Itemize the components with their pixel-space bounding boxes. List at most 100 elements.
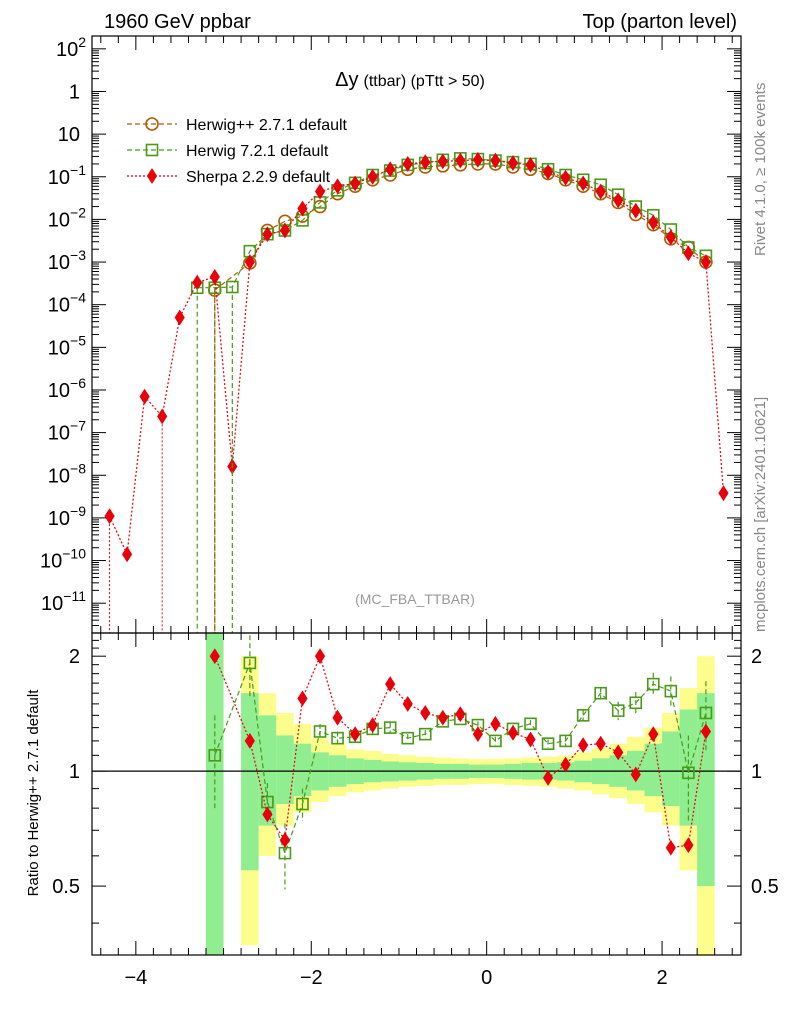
data-point-s2-0	[104, 508, 115, 525]
ratio-point-s2-27	[700, 723, 712, 740]
y-tick-base: 10	[48, 423, 70, 445]
y-tick-label: 10−6	[48, 375, 86, 402]
y-tick-exponent: −8	[70, 460, 86, 476]
ratio-point-s1-24	[646, 677, 660, 691]
ratio-point-s2-25	[665, 839, 676, 856]
band-green-bin	[241, 693, 259, 871]
y-tick-base: 10	[48, 465, 70, 487]
data-point-s2-9	[262, 226, 273, 243]
y-tick-exponent: −10	[62, 546, 86, 562]
ratio-point-s1-0	[208, 749, 222, 762]
data-point-s2-15	[367, 168, 378, 185]
y-tick-base: 10	[48, 508, 70, 530]
band-green-bin	[697, 693, 715, 887]
y-tick-base: 10	[48, 209, 70, 231]
ratio-point-s2-16	[507, 724, 519, 741]
data-point-s2-2	[139, 388, 150, 405]
ratio-point-s2-4	[297, 690, 308, 707]
y-tick-label: 1	[69, 81, 80, 103]
legend-label-0: Herwig++ 2.7.1 default	[186, 117, 348, 134]
legend-marker-2	[146, 168, 158, 184]
rivet-version-label: Rivet 4.1.0, ≥ 100k events	[752, 83, 769, 256]
data-point-s2-31	[648, 214, 659, 231]
series-line-0	[214, 163, 707, 291]
y-tick-base: 10	[40, 551, 62, 573]
y-tick-label: 10−4	[48, 290, 86, 317]
data-point-s2-13	[332, 178, 343, 195]
band-green-bin	[662, 731, 680, 807]
ratio-tick-label-left: 0.5	[52, 876, 80, 898]
y-tick-base: 10	[56, 39, 78, 61]
ratio-ylabel: Ratio to Herwig++ 2.7.1 default	[25, 689, 42, 897]
ratio-point-s2-15	[490, 715, 501, 732]
ratio-point-s2-22	[613, 744, 624, 761]
watermark-label: (MC_FBA_TTBAR)	[355, 591, 475, 607]
header-left-label: 1960 GeV ppbar	[104, 11, 251, 33]
ratio-line-1	[214, 662, 707, 855]
y-tick-exponent: −1	[70, 162, 86, 178]
data-point-s2-12	[314, 183, 326, 200]
ratio-point-s1-6	[331, 731, 344, 745]
ratio-point-s1-18	[541, 737, 555, 750]
chart-title: Δy (ttbar) (pTtt > 50)	[335, 69, 485, 91]
ratio-point-s2-7	[350, 726, 361, 743]
data-point-s2-11	[297, 200, 308, 217]
ratio-tick-label-left: 1	[69, 761, 80, 783]
ratio-point-s1-22	[611, 704, 625, 717]
y-tick-label: 10−2	[48, 204, 86, 231]
ratio-point-s2-0	[209, 648, 220, 665]
ratio-point-s1-27	[699, 706, 713, 720]
ratio-line-2	[214, 654, 707, 849]
data-point-s2-10	[279, 222, 291, 239]
y-tick-label: 10−7	[48, 418, 86, 445]
mcplots-label: mcplots.cern.ch [arXiv:2401.10621]	[752, 397, 769, 632]
data-point-s2-33	[683, 245, 694, 262]
y-tick-label: 10−1	[48, 162, 86, 189]
data-point-s2-14	[350, 175, 361, 192]
data-point-s2-17	[402, 156, 413, 172]
ratio-point-s2-6	[332, 709, 343, 726]
ratio-point-s2-23	[630, 766, 641, 783]
y-tick-label: 102	[56, 34, 86, 61]
legend-label-1: Herwig 7.2.1 default	[186, 143, 329, 160]
y-tick-label: 10−10	[40, 546, 86, 573]
ratio-point-s1-5	[313, 725, 327, 738]
ratio-point-s2-13	[455, 706, 466, 723]
x-tick-label: 2	[657, 967, 668, 989]
y-tick-exponent: −11	[63, 588, 86, 604]
ratio-point-s2-10	[402, 695, 413, 712]
ratio-point-s1-19	[559, 734, 572, 748]
data-point-s1-2	[226, 280, 239, 294]
y-tick-exponent: −4	[70, 290, 86, 306]
data-point-s2-3	[157, 408, 168, 425]
series-line-2	[108, 159, 725, 557]
data-point-s2-6	[209, 268, 220, 285]
ratio-point-s1-25	[664, 684, 678, 698]
ratio-point-s2-8	[367, 717, 378, 734]
y-tick-base: 10	[48, 380, 70, 402]
y-tick-exponent: 2	[78, 34, 86, 50]
y-tick-base: 10	[48, 295, 70, 317]
ratio-point-s2-21	[595, 735, 606, 752]
band-green-bin	[644, 743, 663, 797]
chart-title-sub: (ttbar) (pTtt > 50)	[363, 73, 484, 90]
data-point-s2-22	[490, 152, 501, 169]
ratio-point-s1-9	[383, 721, 397, 734]
data-point-s2-30	[630, 202, 641, 219]
ratio-point-s1-4	[296, 797, 309, 811]
y-tick-exponent: −5	[70, 332, 86, 348]
data-point-s2-16	[385, 161, 396, 178]
ratio-point-s2-12	[437, 709, 448, 726]
ratio-point-s2-5	[314, 648, 326, 665]
bands-group	[92, 633, 741, 955]
data-point-s2-23	[507, 155, 519, 171]
ratio-point-s2-19	[560, 756, 571, 773]
band-green-bin	[206, 633, 224, 955]
band-green-bin	[293, 743, 312, 797]
band-green-bin	[258, 715, 277, 826]
ratio-point-s2-9	[385, 676, 396, 693]
ratio-tick-label-right: 2	[751, 646, 762, 668]
data-point-s2-34	[700, 254, 712, 270]
ratio-tick-label-left: 2	[69, 646, 80, 668]
